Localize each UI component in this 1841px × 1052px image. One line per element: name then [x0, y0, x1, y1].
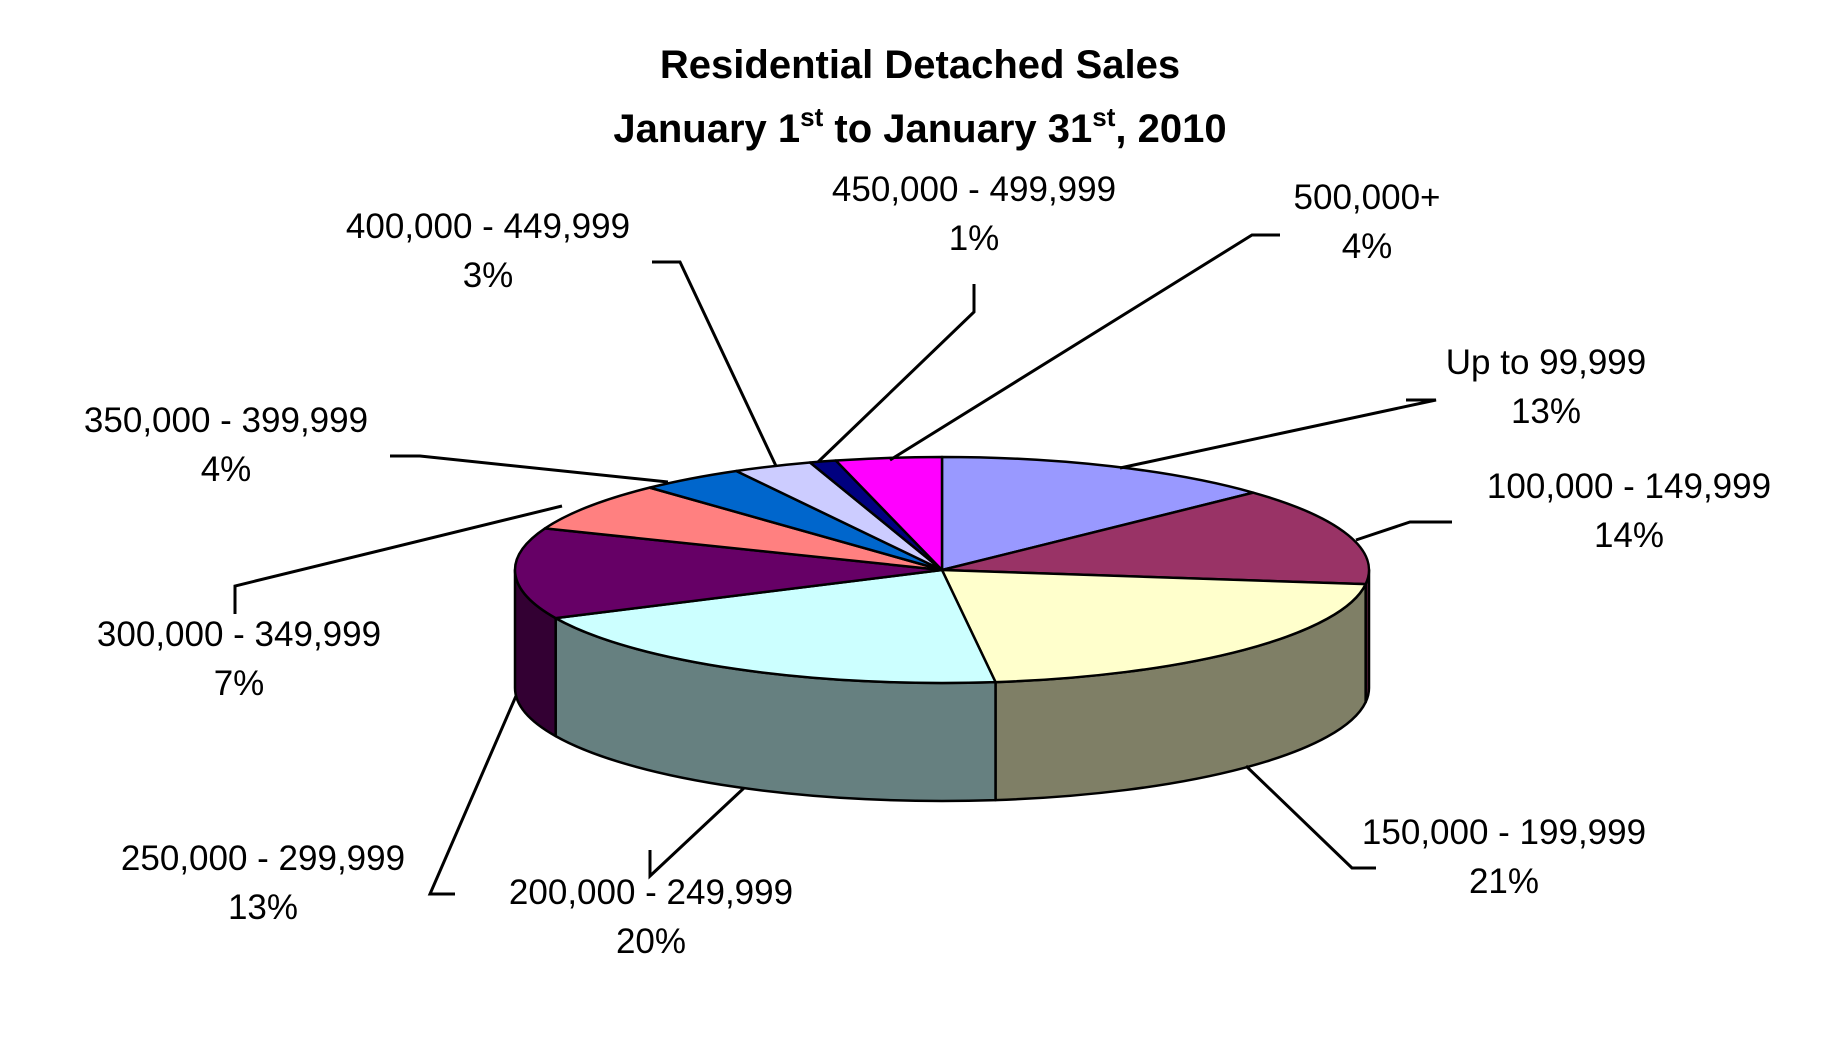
title-part3: , 2010 [1115, 107, 1226, 151]
slice-percent-up-to-99-999: 13% [1511, 392, 1581, 431]
slice-percent-400-000-449-999: 3% [463, 256, 514, 295]
leader-line-350-000-399-999 [390, 454, 669, 484]
pie-slice-300-000-349-999 [543, 486, 944, 572]
slice-percent-250-000-299-999: 13% [228, 888, 298, 927]
pie-group [513, 455, 1371, 803]
chart-title-line2: January 1st to January 31st, 2010 [613, 102, 1226, 151]
pie-slice-500-000 [834, 455, 944, 572]
chart-title-line1: Residential Detached Sales [660, 43, 1180, 87]
pie-slice-250-000-299-999 [513, 527, 944, 620]
leader-line-250-000-299-999 [427, 695, 518, 896]
slice-percent-200-000-249-999: 20% [616, 922, 686, 961]
title-part2: to January 31 [823, 107, 1092, 151]
leader-line-300-000-349-999 [233, 504, 563, 614]
slice-percent-500-000: 4% [1342, 227, 1393, 266]
slice-label-150-000-199-999: 150,000 - 199,999 [1362, 813, 1646, 852]
pie-slice-up-to-99-999 [940, 455, 1255, 572]
slice-label-250-000-299-999: 250,000 - 299,999 [121, 839, 405, 878]
slice-label-200-000-249-999: 200,000 - 249,999 [509, 873, 793, 912]
leader-line-100-000-149-999 [1355, 520, 1452, 542]
leader-line-400-000-449-999 [652, 260, 778, 467]
slice-percent-450-000-499-999: 1% [949, 219, 1000, 258]
leader-line-450-000-499-999 [816, 284, 976, 464]
pie-slice-100-000-149-999 [940, 491, 1371, 586]
slice-label-500-000: 500,000+ [1294, 178, 1441, 217]
slice-percent-300-000-349-999: 7% [214, 664, 265, 703]
pie-slice-200-000-249-999 [554, 568, 997, 685]
leader-line-150-000-199-999 [1244, 764, 1376, 870]
slice-label-100-000-149-999: 100,000 - 149,999 [1487, 467, 1771, 506]
title-part1: January 1 [613, 107, 800, 151]
leader-line-up-to-99-999 [1119, 398, 1437, 470]
pie-slice-150-000-199-999 [940, 568, 1367, 684]
title-sup2: st [1092, 102, 1115, 132]
title-sup1: st [800, 102, 823, 132]
slice-label-400-000-449-999: 400,000 - 449,999 [346, 207, 630, 246]
slice-label-350-000-399-999: 350,000 - 399,999 [84, 401, 368, 440]
leader-line-500-000 [889, 233, 1280, 462]
label-group: Up to 99,999 13% 100,000 - 149,999 14% 150,0… [84, 170, 1771, 961]
slice-label-up-to-99-999: Up to 99,999 [1446, 343, 1646, 382]
slice-percent-350-000-399-999: 4% [201, 450, 252, 489]
slice-label-300-000-349-999: 300,000 - 349,999 [97, 615, 381, 654]
slice-percent-150-000-199-999: 21% [1469, 862, 1539, 901]
leader-line-200-000-249-999 [648, 786, 746, 880]
slice-percent-100-000-149-999: 14% [1594, 516, 1664, 555]
slice-label-450-000-499-999: 450,000 - 499,999 [832, 170, 1116, 209]
